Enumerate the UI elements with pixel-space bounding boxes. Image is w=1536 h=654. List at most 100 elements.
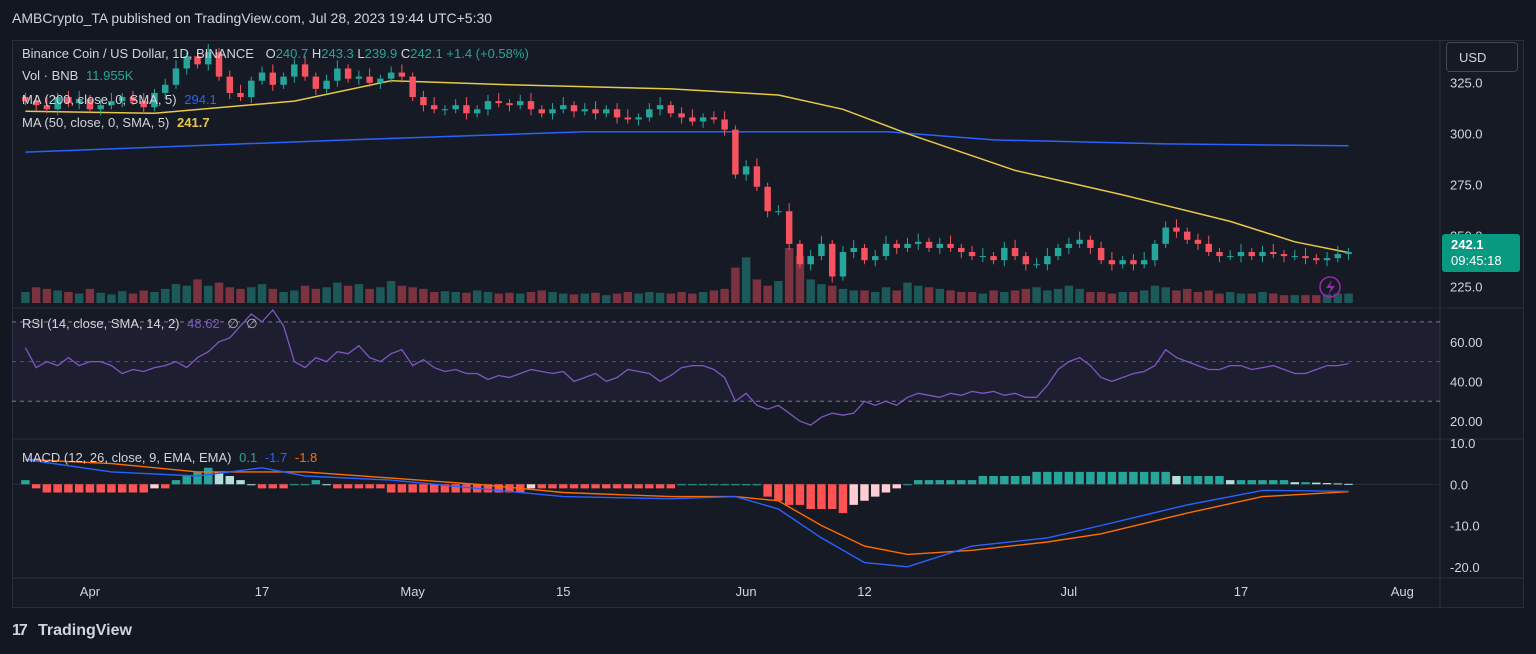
macd-histogram-bar xyxy=(322,484,331,486)
volume-bar xyxy=(666,293,676,303)
macd-histogram-bar xyxy=(817,484,826,509)
volume-bar xyxy=(279,292,288,303)
ma50-legend[interactable]: MA (50, close, 0, SMA, 5) 241.7 xyxy=(22,115,210,130)
macd-histogram-bar xyxy=(31,484,41,489)
macd-histogram-bar xyxy=(419,484,428,493)
candle xyxy=(172,68,180,85)
volume-bar xyxy=(322,287,331,303)
volume-bar xyxy=(1043,290,1052,303)
candle xyxy=(958,247,965,253)
volume-bar xyxy=(53,290,62,303)
volume-bar xyxy=(1193,292,1203,303)
volume-bar xyxy=(698,292,708,303)
candle xyxy=(1280,254,1288,257)
candle xyxy=(1237,252,1245,257)
volume-bar xyxy=(1172,290,1181,303)
macd-histogram-bar xyxy=(978,476,988,485)
ohlc-open: 240.7 xyxy=(275,46,309,61)
macd-histogram-bar xyxy=(871,484,880,497)
macd-histogram-bar xyxy=(849,484,858,505)
candle xyxy=(1097,247,1105,261)
macd-histogram-bar xyxy=(1258,480,1267,485)
volume-bar xyxy=(1118,292,1127,303)
macd-histogram-bar xyxy=(236,480,245,485)
macd-histogram-bar xyxy=(903,484,912,486)
volume-bar xyxy=(1107,293,1117,303)
volume-bar xyxy=(1258,292,1267,303)
candle xyxy=(118,97,126,102)
volume-bar xyxy=(247,287,256,303)
volume-bar xyxy=(623,292,633,303)
macd-tick-label: 0.0 xyxy=(1450,477,1468,492)
candle xyxy=(775,211,782,213)
macd-histogram-bar xyxy=(505,484,514,493)
candle xyxy=(570,105,578,112)
price-tick-label: 300.0 xyxy=(1450,127,1483,142)
time-tick-label: Jul xyxy=(1061,584,1078,599)
price-tick-label: 275.0 xyxy=(1450,178,1483,193)
volume-bar xyxy=(31,287,41,303)
volume-bar xyxy=(365,288,374,303)
volume-bar xyxy=(64,292,73,303)
volume-bar xyxy=(655,292,665,303)
candle xyxy=(603,109,610,114)
rsi-legend[interactable]: RSI (14, close, SMA, 14, 2) 48.62 ∅ ∅ xyxy=(22,316,258,332)
ohlc-open-label: O xyxy=(265,46,276,61)
rsi-tick-label: 20.00 xyxy=(1450,414,1483,429)
volume-bar xyxy=(354,284,364,303)
macd-histogram-bar xyxy=(548,484,557,489)
candle xyxy=(377,78,384,83)
macd-histogram-bar xyxy=(1161,471,1170,485)
volume-bar xyxy=(96,292,105,303)
macd-histogram-bar xyxy=(957,480,966,485)
ma50-line xyxy=(25,79,1349,254)
candle xyxy=(527,101,535,110)
macd-value: -1.7 xyxy=(264,450,288,465)
ma200-line xyxy=(25,130,1349,153)
macd-histogram-bar xyxy=(1279,480,1289,485)
candle xyxy=(742,166,750,175)
volume-bar xyxy=(204,285,213,303)
macd-histogram-bar xyxy=(1129,471,1138,485)
volume-bar xyxy=(559,293,568,303)
footer-brand[interactable]: 17 TradingView xyxy=(12,622,132,640)
volume-bar xyxy=(1312,295,1321,303)
currency-button[interactable]: USD xyxy=(1446,42,1518,72)
macd-histogram-bar xyxy=(21,480,30,485)
ohlc-change: +1.4 (+0.58%) xyxy=(446,46,529,61)
candle xyxy=(549,109,556,114)
volume-value: 11.955K xyxy=(85,68,134,83)
lightning-icon xyxy=(1319,276,1341,298)
macd-legend[interactable]: MACD (12, 26, close, 9, EMA, EMA) 0.1 -1… xyxy=(22,450,317,465)
volume-bar xyxy=(462,292,471,303)
volume-bar xyxy=(1279,295,1289,303)
volume-bar xyxy=(85,288,95,303)
macd-histogram-bar xyxy=(623,484,633,489)
candle xyxy=(796,243,804,265)
time-tick-label: 12 xyxy=(857,584,871,599)
candle xyxy=(1216,252,1223,257)
volume-bar xyxy=(505,292,514,303)
symbol-legend[interactable]: Binance Coin / US Dollar, 1D, BINANCE O2… xyxy=(22,46,529,61)
macd-histogram-bar xyxy=(860,484,869,501)
candle xyxy=(624,117,632,120)
volume-bar xyxy=(300,285,310,303)
volume-legend[interactable]: Vol · BNB 11.955K xyxy=(22,68,133,83)
macd-histogram-bar xyxy=(139,484,148,493)
ma200-legend[interactable]: MA (200, close, 0, SMA, 5) 294.1 xyxy=(22,92,217,107)
rsi-extra-1: ∅ xyxy=(227,316,239,331)
candle xyxy=(366,76,373,83)
chart-frame[interactable] xyxy=(12,40,1524,608)
candle xyxy=(484,101,492,110)
candle xyxy=(1119,260,1126,265)
macd-histogram-bar xyxy=(1333,483,1343,485)
volume-bar xyxy=(731,267,740,303)
candle xyxy=(689,117,696,122)
candle xyxy=(441,109,449,111)
candle xyxy=(97,105,104,110)
candle xyxy=(1140,260,1148,265)
macd-histogram-bar xyxy=(1000,476,1009,485)
candle xyxy=(43,105,51,110)
macd-histogram-bar xyxy=(161,484,170,489)
